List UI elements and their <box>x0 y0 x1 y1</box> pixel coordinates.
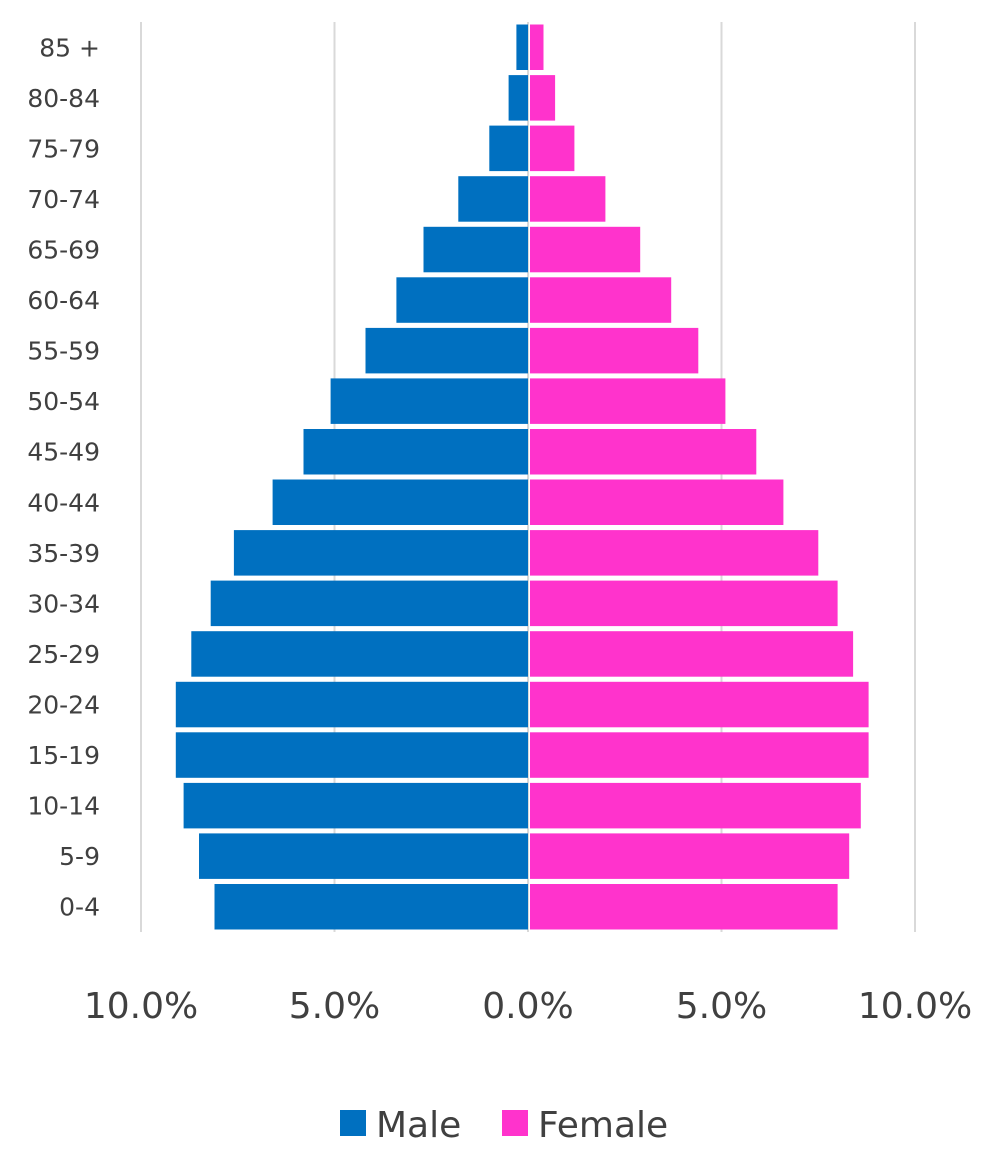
bar-male-75-79 <box>489 125 528 172</box>
bar-male-55-59 <box>365 327 528 374</box>
legend-label-male: Male <box>376 1105 461 1146</box>
legend-swatch-female <box>502 1110 528 1136</box>
bar-female-25-29 <box>530 631 854 677</box>
bar-female-70-74 <box>530 176 606 222</box>
age-label-55-59: 55-59 <box>27 337 100 366</box>
bar-female-5-9 <box>530 833 850 879</box>
x-tick-label-2: 0.0% <box>482 986 573 1027</box>
bar-female-50-54 <box>530 378 726 424</box>
bar-male-5-9 <box>199 833 528 879</box>
bar-male-20-24 <box>175 681 529 728</box>
age-label-70-74: 70-74 <box>27 185 100 214</box>
bar-female-35-39 <box>530 530 819 576</box>
bar-male-40-44 <box>272 479 528 525</box>
x-tick-label-4: 10.0% <box>858 986 972 1027</box>
age-label-40-44: 40-44 <box>27 488 100 517</box>
age-label-15-19: 15-19 <box>27 741 100 770</box>
bar-female-55-59 <box>530 327 699 374</box>
bar-male-0-4 <box>214 884 528 930</box>
age-label-60-64: 60-64 <box>27 286 100 315</box>
age-label-65-69: 65-69 <box>27 236 100 265</box>
age-label-80-84: 80-84 <box>27 84 100 113</box>
bar-female-80-84 <box>530 75 556 121</box>
x-tick-label-1: 5.0% <box>289 986 380 1027</box>
bar-male-45-49 <box>303 429 528 475</box>
age-label-85-plus: 85 + <box>39 33 100 62</box>
age-label-50-54: 50-54 <box>27 387 100 416</box>
bar-female-65-69 <box>530 226 641 273</box>
bar-female-20-24 <box>530 681 869 728</box>
age-label-10-14: 10-14 <box>27 792 100 821</box>
age-label-25-29: 25-29 <box>27 640 100 669</box>
bar-male-35-39 <box>233 530 528 576</box>
bar-male-15-19 <box>175 732 529 778</box>
legend: Male Female <box>340 1105 668 1146</box>
age-label-35-39: 35-39 <box>27 539 100 568</box>
bar-female-40-44 <box>530 479 784 525</box>
bar-male-30-34 <box>210 580 528 627</box>
bar-male-70-74 <box>458 176 528 222</box>
x-axis-tick-labels: 10.0% 5.0% 0.0% 5.0% 10.0% <box>84 986 972 1027</box>
x-tick-label-0: 10.0% <box>84 986 198 1027</box>
bar-male-25-29 <box>191 631 529 677</box>
bar-male-80-84 <box>508 75 528 121</box>
age-label-30-34: 30-34 <box>27 589 100 618</box>
bar-female-0-4 <box>530 884 838 930</box>
bar-male-85-plus <box>516 24 528 70</box>
x-tick-label-3: 5.0% <box>676 986 767 1027</box>
bar-male-60-64 <box>396 277 528 323</box>
legend-label-female: Female <box>538 1105 668 1146</box>
bar-male-50-54 <box>330 378 528 424</box>
bar-female-30-34 <box>530 580 838 627</box>
bar-female-45-49 <box>530 429 757 475</box>
age-label-0-4: 0-4 <box>59 893 100 922</box>
age-group-labels: 0-4 5-9 10-14 15-19 20-24 25-29 30-34 35-39 40-4… <box>27 33 100 921</box>
bar-female-75-79 <box>530 125 575 172</box>
bar-male-10-14 <box>183 782 528 829</box>
bars <box>175 24 869 930</box>
bar-female-15-19 <box>530 732 869 778</box>
legend-swatch-male <box>340 1110 366 1136</box>
age-label-20-24: 20-24 <box>27 691 100 720</box>
bar-female-85-plus <box>530 24 544 70</box>
age-label-45-49: 45-49 <box>27 438 100 467</box>
bar-female-10-14 <box>530 782 861 829</box>
bar-female-60-64 <box>530 277 672 323</box>
age-label-75-79: 75-79 <box>27 134 100 163</box>
gridlines <box>140 22 916 932</box>
bar-male-65-69 <box>423 226 528 273</box>
age-label-5-9: 5-9 <box>59 842 100 871</box>
